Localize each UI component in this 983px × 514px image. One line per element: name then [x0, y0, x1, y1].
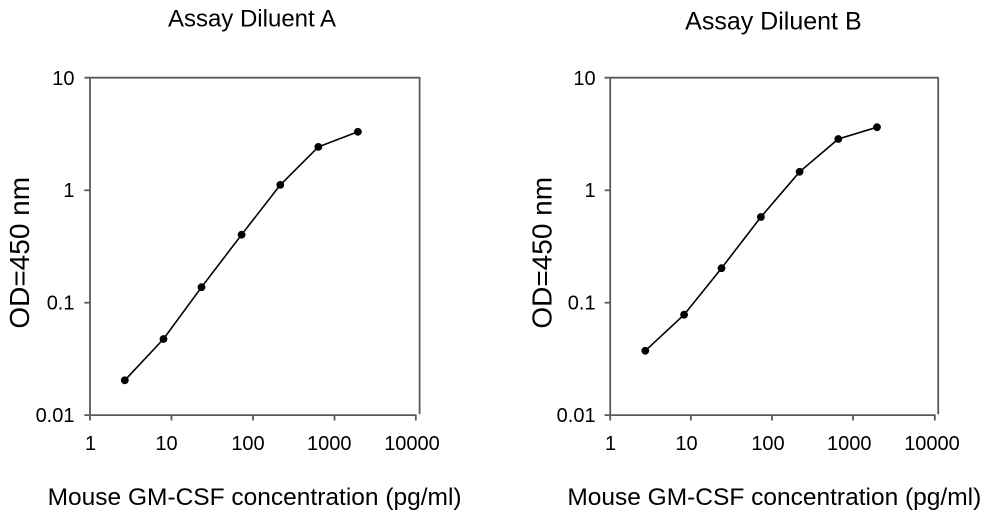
svg-text:Mouse GM-CSF concentration (pg: Mouse GM-CSF concentration (pg/ml)	[567, 484, 981, 511]
svg-text:1: 1	[605, 433, 616, 455]
svg-text:100: 100	[231, 433, 264, 455]
svg-text:1: 1	[584, 180, 595, 202]
svg-text:10: 10	[675, 433, 697, 455]
svg-text:1000: 1000	[827, 433, 872, 455]
svg-text:0.1: 0.1	[47, 293, 75, 315]
svg-text:Assay Diluent A: Assay Diluent A	[168, 6, 336, 33]
svg-text:0.01: 0.01	[557, 405, 596, 427]
svg-text:OD=450 nm: OD=450 nm	[526, 177, 557, 329]
svg-text:10: 10	[52, 68, 74, 90]
svg-text:Mouse GM-CSF concentration (pg: Mouse GM-CSF concentration (pg/ml)	[48, 484, 462, 511]
svg-text:0.01: 0.01	[36, 405, 75, 427]
svg-text:10000: 10000	[384, 433, 440, 455]
svg-text:1: 1	[85, 433, 96, 455]
svg-text:OD=450 nm: OD=450 nm	[4, 177, 35, 329]
svg-text:100: 100	[751, 433, 784, 455]
svg-text:1000: 1000	[307, 433, 352, 455]
svg-text:0.1: 0.1	[568, 293, 596, 315]
svg-text:10: 10	[573, 68, 595, 90]
svg-text:Assay Diluent B: Assay Diluent B	[685, 8, 861, 36]
svg-text:1: 1	[63, 180, 74, 202]
svg-text:10000: 10000	[904, 433, 960, 455]
svg-text:10: 10	[155, 433, 177, 455]
